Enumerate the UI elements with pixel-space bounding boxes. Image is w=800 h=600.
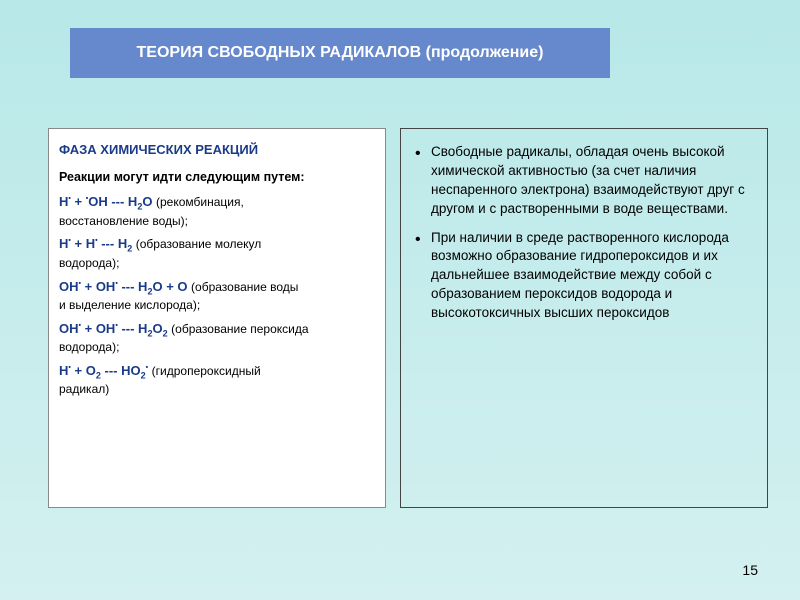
r1-desc: (рекомбинация, [156,195,244,209]
r2-desc: (образование молекул [136,237,262,251]
r1-desc2: восстановление воды); [59,213,375,229]
r1-formula: H• + •OH --- H2O [59,194,153,209]
reaction-4: OH• + OH• --- H2O2 (образование пероксид… [59,320,375,356]
r5-desc: (гидропероксидный [152,364,261,378]
r4-desc: (образование пероксида [171,322,308,336]
explanation-panel: Свободные радикалы, обладая очень высоко… [400,128,768,508]
reactions-panel: ФАЗА ХИМИЧЕСКИХ РЕАКЦИЙ Реакции могут ид… [48,128,386,508]
r3-formula: OH• + OH• --- H2O + O [59,279,188,294]
r2-formula: H• + H• --- H2 [59,236,132,251]
r2-desc2: водорода); [59,255,375,271]
slide-title: ТЕОРИЯ СВОБОДНЫХ РАДИКАЛОВ (продолжение) [70,28,610,78]
r3-desc: (образование воды [191,280,298,294]
r5-formula: H• + O2 --- HO2• [59,363,148,378]
page-number: 15 [742,562,758,578]
reaction-5: H• + O2 --- HO2• (гидропероксидный радик… [59,362,375,398]
reactions-heading: ФАЗА ХИМИЧЕСКИХ РЕАКЦИЙ [59,141,375,159]
reactions-intro: Реакции могут идти следующим путем: [59,169,375,186]
r3-desc2: и выделение кислорода); [59,297,375,313]
r4-formula: OH• + OH• --- H2O2 [59,321,168,336]
reaction-1: H• + •OH --- H2O (рекомбинация, восстано… [59,193,375,229]
bullet-2: При наличии в среде растворенного кислор… [407,229,757,323]
bullet-list: Свободные радикалы, обладая очень высоко… [407,143,757,323]
reaction-3: OH• + OH• --- H2O + O (образование воды … [59,278,375,314]
reaction-2: H• + H• --- H2 (образование молекул водо… [59,235,375,271]
r4-desc2: водорода); [59,339,375,355]
r5-desc2: радикал) [59,381,375,397]
bullet-1: Свободные радикалы, обладая очень высоко… [407,143,757,219]
